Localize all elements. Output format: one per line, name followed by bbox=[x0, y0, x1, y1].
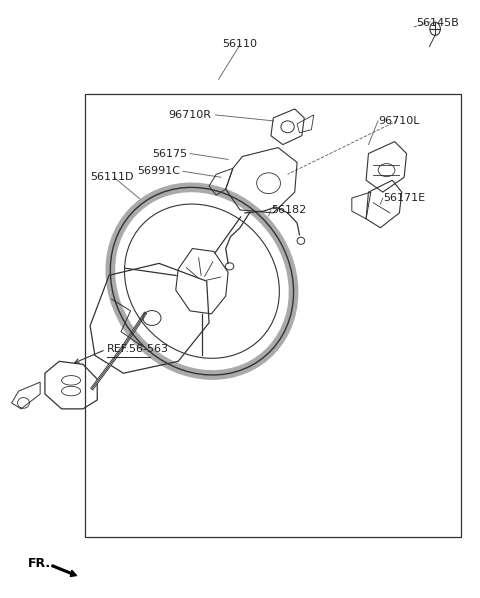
Text: 56171E: 56171E bbox=[383, 193, 425, 203]
Text: 56991C: 56991C bbox=[138, 166, 180, 176]
Text: 96710R: 96710R bbox=[168, 110, 212, 120]
Text: 56175: 56175 bbox=[153, 148, 188, 158]
FancyArrow shape bbox=[52, 565, 76, 576]
Text: 56111D: 56111D bbox=[90, 172, 133, 182]
Text: 56145B: 56145B bbox=[416, 18, 459, 28]
Text: REF.56-563: REF.56-563 bbox=[107, 344, 169, 355]
Text: 56182: 56182 bbox=[271, 205, 306, 215]
Bar bbox=[85, 94, 461, 536]
Text: 56110: 56110 bbox=[223, 39, 257, 48]
Text: FR.: FR. bbox=[28, 557, 51, 570]
Text: 96710L: 96710L bbox=[378, 116, 420, 126]
